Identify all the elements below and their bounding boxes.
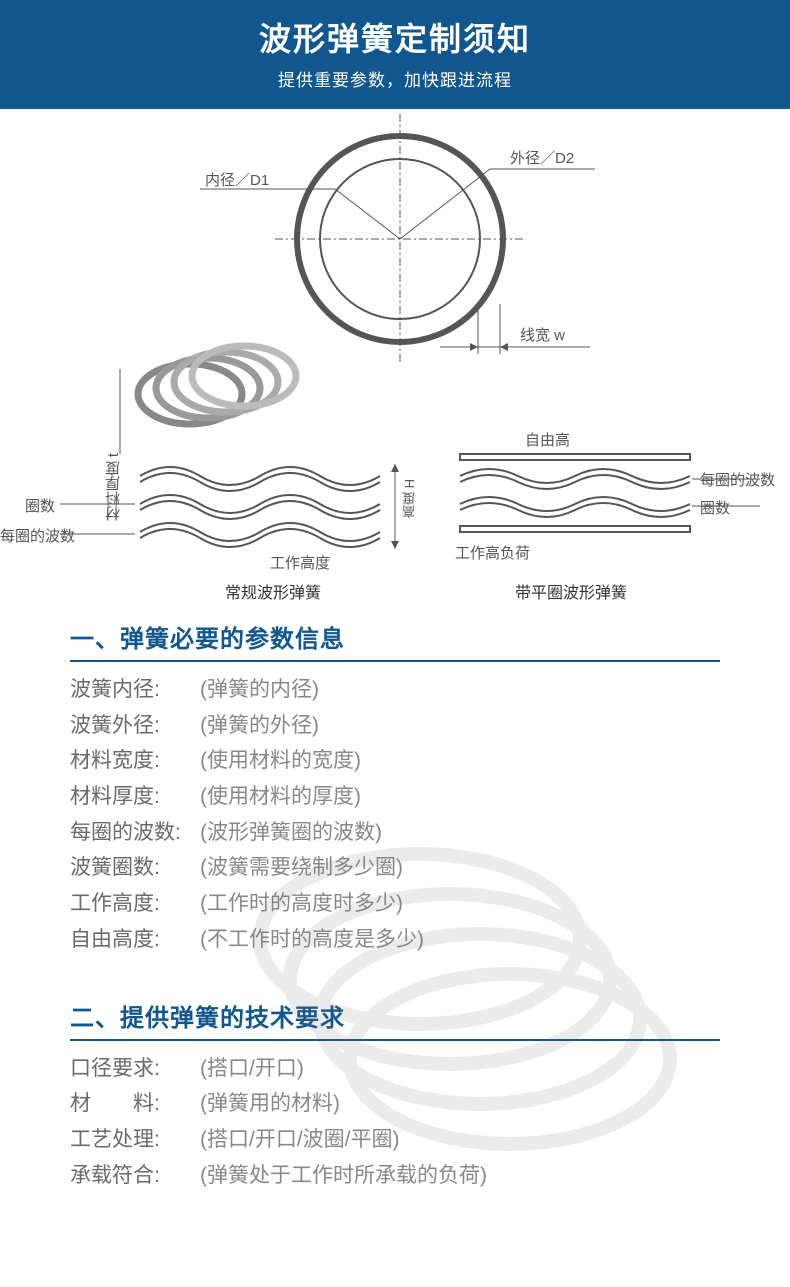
param-row: 波簧内径:(弹簧的内径) — [70, 672, 720, 708]
param-value: (使用材料的厚度) — [200, 779, 361, 815]
label-waves-left: 每圈的波数 — [0, 525, 75, 546]
label-line-width: 线宽 w — [520, 324, 565, 345]
param-value: (弹簧用的材料) — [200, 1086, 340, 1122]
param-value: (搭口/开口) — [200, 1051, 304, 1087]
param-row: 材料厚度:(使用材料的厚度) — [70, 779, 720, 815]
param-label: 工作高度: — [70, 886, 200, 922]
param-value: (不工作时的高度是多少) — [200, 922, 424, 958]
section1-heading: 一、弹簧必要的参数信息 — [70, 619, 720, 662]
param-row: 口径要求:(搭口/开口) — [70, 1051, 720, 1087]
param-label: 材 料: — [70, 1086, 200, 1122]
section-tech: 二、提供弹簧的技术要求 口径要求:(搭口/开口) 材 料:(弹簧用的材料) 工艺… — [0, 988, 790, 1194]
param-row: 材 料:(弹簧用的材料) — [70, 1086, 720, 1122]
page-title: 波形弹簧定制须知 — [0, 14, 790, 60]
param-row: 波簧外径:(弹簧的外径) — [70, 708, 720, 744]
param-value: (波簧需要绕制多少圈) — [200, 850, 403, 886]
param-label: 承载符合: — [70, 1158, 200, 1194]
param-label: 材料厚度: — [70, 779, 200, 815]
param-row: 材料宽度:(使用材料的宽度) — [70, 743, 720, 779]
label-free-height: 自由高 — [525, 429, 570, 450]
label-work-load: 工作高负荷 — [455, 542, 530, 563]
param-row: 每圈的波数:(波形弹簧圈的波数) — [70, 815, 720, 851]
param-value: (使用材料的宽度) — [200, 743, 361, 779]
param-row: 自由高度:(不工作时的高度是多少) — [70, 922, 720, 958]
label-outer-dia: 外径／D2 — [510, 147, 574, 168]
section-params: 一、弹簧必要的参数信息 波簧内径:(弹簧的内径) 波簧外径:(弹簧的外径) 材料… — [0, 609, 790, 958]
label-turns: 圈数 — [25, 495, 55, 516]
param-label: 波簧外径: — [70, 708, 200, 744]
param-value: (波形弹簧圈的波数) — [200, 815, 382, 851]
diagram-area: 内径／D1 外径／D2 线宽 w 材料厚度 t 圈数 每圈的波数 高度 H 工作… — [0, 109, 790, 609]
param-value: (搭口/开口/波圈/平圈) — [200, 1122, 400, 1158]
param-value: (弹簧处于工作时所承载的负荷) — [200, 1158, 487, 1194]
label-turns-right: 圈数 — [700, 497, 730, 518]
param-label: 波簧圈数: — [70, 850, 200, 886]
param-label: 每圈的波数: — [70, 815, 200, 851]
caption-regular: 常规波形弹簧 — [225, 579, 321, 603]
param-label: 工艺处理: — [70, 1122, 200, 1158]
content-wrap: 一、弹簧必要的参数信息 波簧内径:(弹簧的内径) 波簧外径:(弹簧的外径) 材料… — [0, 609, 790, 1193]
label-inner-dia: 内径／D1 — [205, 169, 269, 190]
param-label: 口径要求: — [70, 1051, 200, 1087]
section2-heading: 二、提供弹簧的技术要求 — [70, 998, 720, 1041]
diagram-svg — [0, 109, 790, 609]
param-row: 承载符合:(弹簧处于工作时所承载的负荷) — [70, 1158, 720, 1194]
label-waves-right: 每圈的波数 — [700, 469, 775, 490]
param-value: (弹簧的内径) — [200, 672, 319, 708]
param-label: 材料宽度: — [70, 743, 200, 779]
param-row: 工作高度:(工作时的高度时多少) — [70, 886, 720, 922]
param-label: 自由高度: — [70, 922, 200, 958]
param-row: 波簧圈数:(波簧需要绕制多少圈) — [70, 850, 720, 886]
label-height-h: 高度 H — [400, 479, 419, 518]
param-value: (工作时的高度时多少) — [200, 886, 403, 922]
header-banner: 波形弹簧定制须知 提供重要参数，加快跟进流程 — [0, 0, 790, 109]
label-thickness: 材料厚度 t — [103, 453, 124, 521]
param-row: 工艺处理:(搭口/开口/波圈/平圈) — [70, 1122, 720, 1158]
label-work-height: 工作高度 — [270, 552, 330, 573]
page-subtitle: 提供重要参数，加快跟进流程 — [0, 66, 790, 91]
param-label: 波簧内径: — [70, 672, 200, 708]
caption-flat: 带平圈波形弹簧 — [515, 579, 627, 603]
param-value: (弹簧的外径) — [200, 708, 319, 744]
